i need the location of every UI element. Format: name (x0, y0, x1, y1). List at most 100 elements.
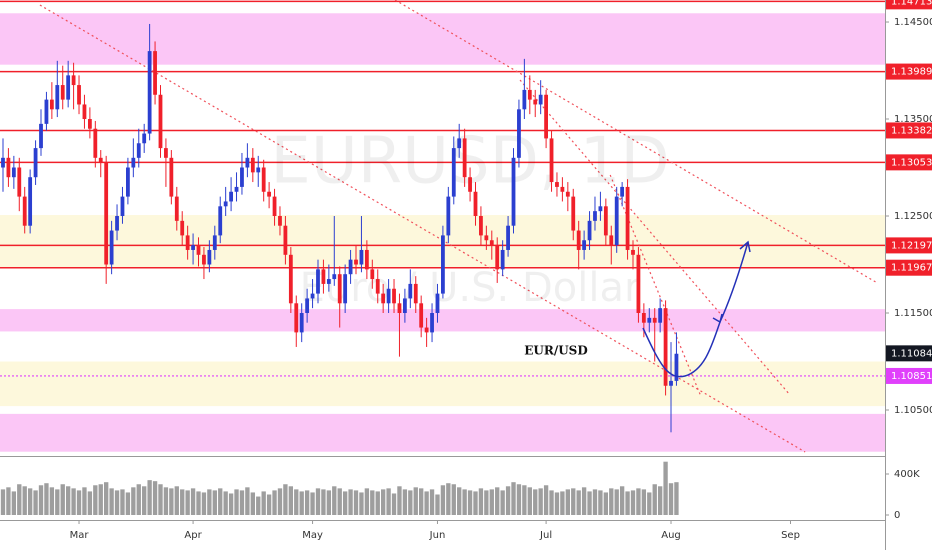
candle-body (603, 206, 608, 236)
candle-body (479, 216, 483, 236)
volume-bar (348, 489, 353, 515)
volume-bar (283, 484, 288, 515)
candle-body (413, 283, 418, 304)
volume-bar (440, 485, 446, 515)
candle-body (115, 216, 119, 231)
candle-body (316, 269, 320, 294)
candle-body (185, 235, 190, 250)
candle-body (446, 196, 451, 236)
x-tick-label: Mar (70, 530, 90, 541)
volume-bar (467, 490, 473, 515)
volume-tick-label: 0 (894, 510, 900, 521)
candle-body (560, 186, 565, 192)
zone (0, 413, 885, 452)
candle-body (402, 298, 407, 314)
volume-bar (533, 489, 538, 515)
volume-bar (581, 487, 587, 515)
candle-body (609, 235, 614, 246)
volume-bar (174, 486, 179, 515)
candle-body (576, 230, 581, 250)
volume-bar (60, 484, 65, 515)
volume-bar (218, 488, 223, 515)
volume-bar (603, 492, 609, 515)
volume-bar (375, 491, 380, 515)
volume-bar (93, 485, 98, 515)
candle-body (549, 138, 554, 183)
marker-price-tag: 1.10851 (891, 371, 932, 382)
volume-bar (152, 481, 158, 515)
candle-body (169, 157, 174, 197)
volume-bar (22, 486, 27, 515)
x-tick-label: Jun (429, 530, 446, 541)
volume-bar (505, 486, 511, 515)
candle-body (1, 157, 5, 168)
x-tick-label: Apr (184, 530, 202, 541)
volume-bar (196, 491, 201, 515)
candle-body (674, 353, 679, 381)
volume-bar (446, 483, 451, 515)
volume-bar (386, 488, 391, 515)
volume-bar (636, 488, 641, 515)
candle-body (441, 235, 445, 294)
candle-body (457, 138, 462, 149)
x-tick-label: May (302, 530, 323, 541)
candle-body (136, 143, 141, 158)
volume-bar (484, 490, 489, 515)
volume-bar (114, 490, 120, 515)
volume-bar (391, 493, 397, 515)
marker-price-tag-bg (886, 367, 932, 384)
candle-body (267, 191, 272, 197)
volume-bar (125, 492, 131, 515)
candle-body (473, 191, 478, 217)
candle-body (506, 225, 510, 250)
candle-body (419, 303, 424, 328)
volume-bar (359, 492, 364, 515)
volume-bar (104, 482, 109, 515)
volume-bar (33, 490, 38, 515)
candle-body (348, 259, 353, 275)
x-tick-label: Sep (781, 530, 800, 541)
volume-bar (353, 490, 359, 515)
volume-bar (619, 486, 625, 515)
candle-body (658, 308, 663, 323)
candle-body (120, 196, 125, 217)
level-tag: 1.12197 (891, 240, 932, 251)
volume-bar (239, 490, 245, 515)
volume-bar (408, 490, 413, 515)
volume-bar (207, 489, 212, 515)
level-tag-bg (886, 0, 932, 10)
volume-bar (299, 491, 304, 515)
candle-body (39, 123, 43, 149)
volume-bar (180, 489, 185, 515)
y-tick-label: 1.14500 (894, 17, 932, 28)
volume-bar (614, 489, 619, 515)
candle-body (332, 274, 337, 280)
volume-bar (419, 488, 424, 515)
volume-bar (109, 488, 114, 515)
volume-bar (668, 483, 674, 515)
candle-body (544, 94, 548, 139)
candle-body (663, 308, 668, 386)
volume-bar (98, 484, 103, 515)
candle-body (462, 138, 467, 178)
volume-bar (522, 485, 527, 515)
candle-body (104, 162, 109, 265)
volume-bar (451, 484, 456, 515)
candle-body (522, 89, 527, 110)
volume-bar (473, 491, 478, 515)
volume-bar (424, 491, 429, 515)
candle-body (364, 249, 369, 270)
candle-body (180, 220, 185, 236)
volume-bar (674, 482, 679, 515)
volume-bar (543, 485, 549, 515)
last-price-tag: 1.11084 (891, 348, 932, 359)
candle-body (202, 254, 206, 265)
volume-bar (657, 486, 663, 515)
y-tick-label: 1.12500 (894, 211, 932, 222)
trendline (519, 79, 791, 396)
candle-body (310, 293, 315, 299)
volume-bar (163, 487, 169, 515)
level-tag: 1.11967 (891, 263, 932, 274)
